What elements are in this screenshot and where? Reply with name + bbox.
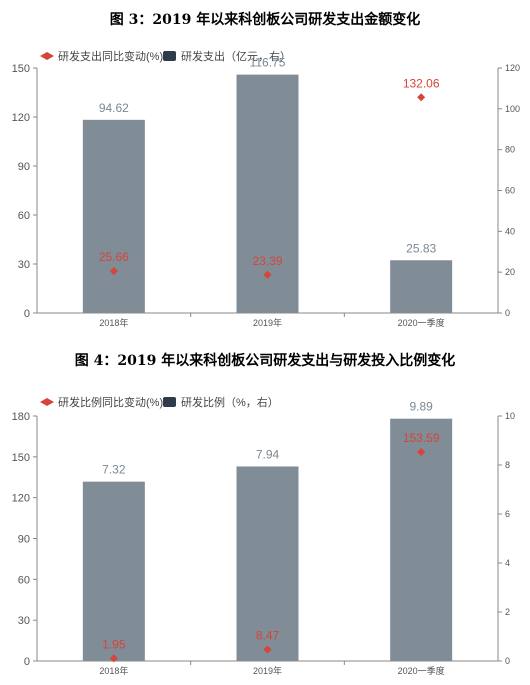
chart1-left-tick-label: 30 [18,259,30,271]
chart2-legend-bar-label: 研发比例（%，右） [181,395,279,409]
chart1-legend-bar-label: 研发支出（亿元，右） [181,49,291,63]
chart1-right-tick-label: 100 [505,104,520,114]
chart1-category-label: 2020一季度 [398,317,445,328]
chart2-right-tick-label: 4 [505,558,510,568]
chart2-right-tick-label: 6 [505,509,510,519]
chart2-category-label: 2018年 [99,665,128,676]
chart2-left-tick-label: 60 [18,574,30,586]
chart1-legend-point-marker [40,52,54,60]
chart1-left-tick-label: 150 [12,63,30,75]
chart1-legend-bar-marker [163,51,176,61]
chart1-point [109,267,118,276]
chart2-point [263,645,272,654]
chart2-right-tick-label: 10 [505,411,515,421]
chart1-right-tick-label: 120 [505,63,520,73]
chart2-legend-point-label: 研发比例同比变动(%) [58,395,163,409]
chart2-right-tick-label: 8 [505,460,510,470]
chart2-bar-value-label: 7.32 [102,463,126,477]
chart2-category-label: 2020一季度 [398,665,445,676]
chart2-bar [236,466,299,661]
chart1-category-label: 2019年 [253,317,282,328]
chart1-point-value-label: 23.39 [252,254,282,268]
chart1-left-tick-label: 120 [12,112,30,124]
chart1-bar-value-label: 116.75 [250,56,286,70]
chart2-bar [390,418,453,661]
chart2-point-value-label: 8.47 [256,628,280,642]
chart2-bar-value-label: 9.89 [409,400,433,414]
chart1-point-value-label: 25.66 [99,250,129,264]
chart1-point [417,93,426,102]
chart1-bar-value-label: 25.83 [406,241,436,255]
chart1-title: 图 3：2019 年以来科创板公司研发支出金额变化 [110,11,420,28]
chart1-bar-value-label: 94.62 [99,101,129,115]
chart1-left-tick-label: 0 [24,308,30,320]
chart2-point-value-label: 1.95 [102,637,126,651]
chart1-right-tick-label: 20 [505,267,515,277]
chart2-title: 图 4：2019 年以来科创板公司研发支出与研发投入比例变化 [75,352,455,369]
chart1-category-label: 2018年 [99,317,128,328]
chart2-point [109,654,118,663]
chart2-legend-bar-marker [163,397,176,407]
chart2-bar-value-label: 7.94 [256,447,280,461]
chart1-left-tick-label: 90 [18,161,30,173]
chart1-bar [390,260,453,313]
chart2-left-tick-label: 180 [12,411,30,423]
chart2-left-tick-label: 0 [24,656,30,668]
chart2-right-tick-label: 0 [505,656,510,666]
chart1-left-tick-label: 60 [18,210,30,222]
chart1-point-value-label: 132.06 [403,76,440,90]
chart1-right-tick-label: 0 [505,308,510,318]
chart1-right-tick-label: 60 [505,186,515,196]
chart2-left-tick-label: 30 [18,615,30,627]
chart1-right-tick-label: 80 [505,145,515,155]
chart2-left-tick-label: 150 [12,452,30,464]
chart2-bar [82,481,145,661]
chart1-legend-point-label: 研发支出同比变动(%) [58,49,163,63]
chart2-point-value-label: 153.59 [403,431,440,445]
chart2-left-tick-label: 120 [12,493,30,505]
chart2-right-tick-label: 2 [505,607,510,617]
chart1-right-tick-label: 40 [505,226,515,236]
chart2-left-tick-label: 90 [18,534,30,546]
chart2-point [417,447,426,456]
chart1-point [263,270,272,279]
chart2-legend-point-marker [40,398,54,406]
chart1-bar [82,119,145,313]
chart2-category-label: 2019年 [253,665,282,676]
